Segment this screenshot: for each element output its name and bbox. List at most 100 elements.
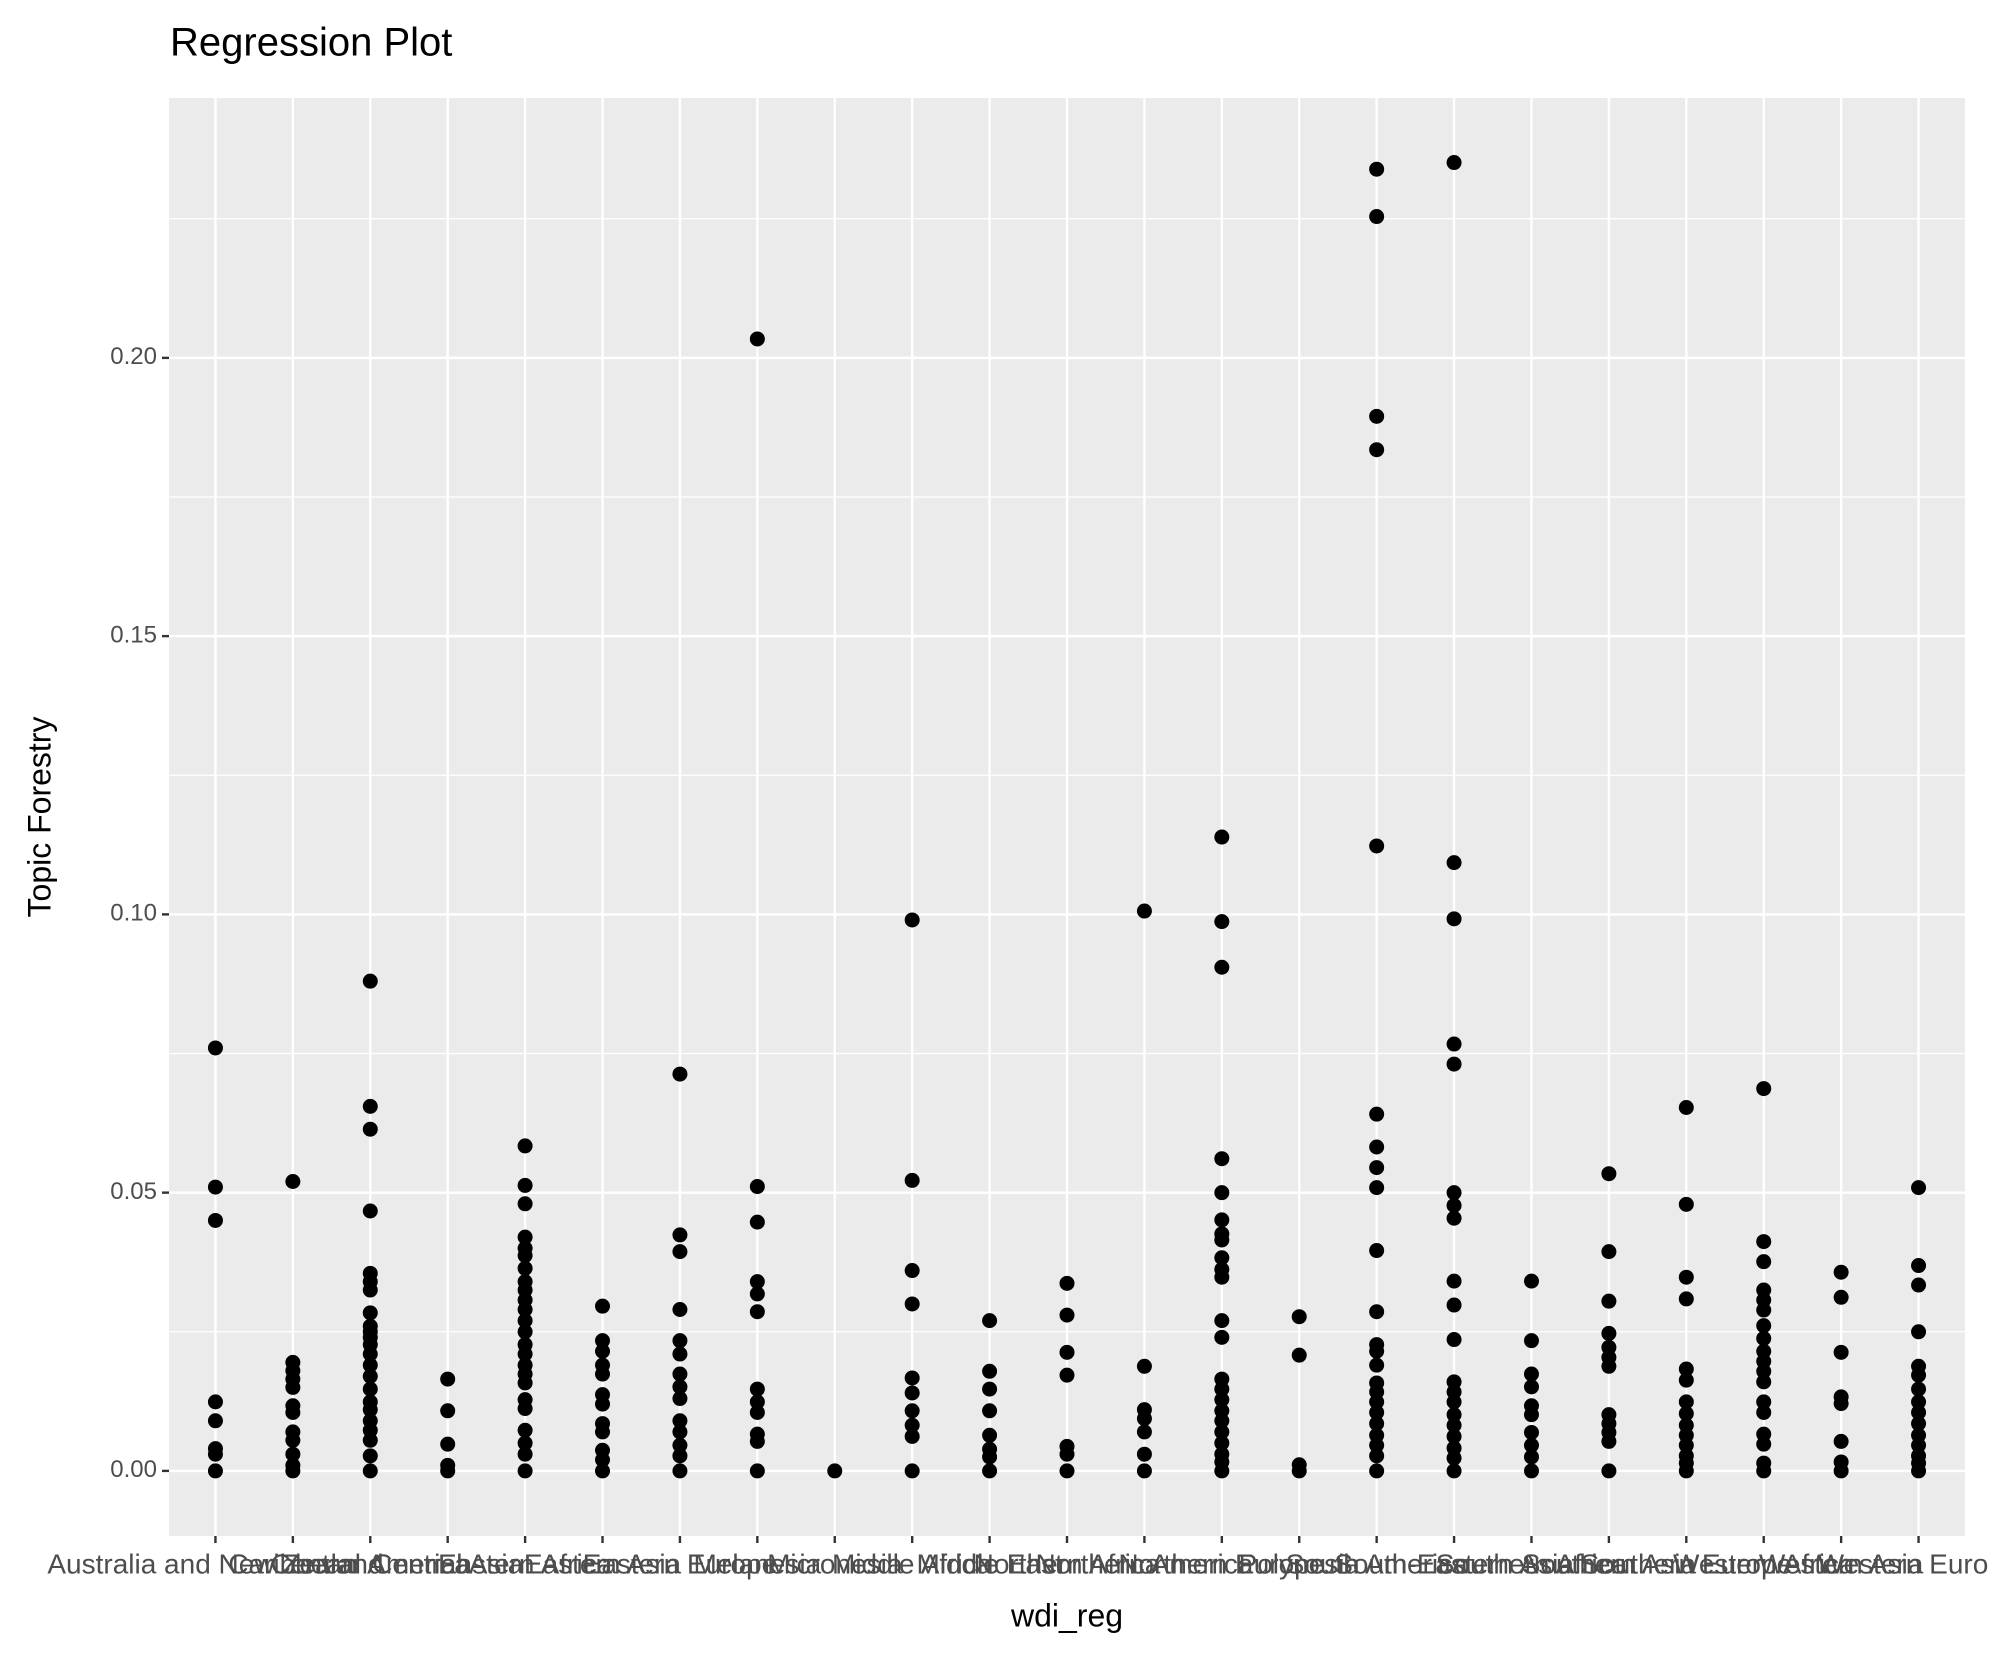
point [595, 1366, 611, 1382]
point [749, 1179, 765, 1195]
point [362, 1432, 378, 1448]
point [1136, 903, 1152, 919]
point [1678, 1372, 1694, 1388]
point [207, 1179, 223, 1195]
point [1756, 1234, 1772, 1250]
point [1446, 1394, 1462, 1410]
point [362, 1121, 378, 1137]
point [1369, 1304, 1385, 1320]
point [1059, 1344, 1075, 1360]
point [904, 1296, 920, 1312]
point [1833, 1264, 1849, 1280]
point [982, 1449, 998, 1465]
point [285, 1404, 301, 1420]
y-axis-title: Topic Forestry [21, 717, 57, 918]
point [672, 1066, 688, 1082]
point [440, 1463, 456, 1479]
point [1756, 1318, 1772, 1334]
point [1833, 1433, 1849, 1449]
point [749, 1381, 765, 1397]
point [1214, 1381, 1230, 1397]
point [1446, 1036, 1462, 1052]
point [1214, 959, 1230, 975]
point [1601, 1358, 1617, 1374]
point [517, 1375, 533, 1391]
point [517, 1248, 533, 1264]
point [1678, 1394, 1694, 1410]
point [1214, 1232, 1230, 1248]
x-tick-label: Western Africa [1673, 1548, 1855, 1579]
point [982, 1363, 998, 1379]
point [1446, 855, 1462, 871]
point [672, 1333, 688, 1349]
point [1678, 1196, 1694, 1212]
point [1214, 1392, 1230, 1408]
point [1291, 1309, 1307, 1325]
point [1446, 1273, 1462, 1289]
point [362, 1203, 378, 1219]
x-tick-label: Northern Africa [974, 1548, 1161, 1579]
point [440, 1371, 456, 1387]
point [1369, 838, 1385, 854]
point [1214, 1435, 1230, 1451]
point [1369, 1394, 1385, 1410]
point [517, 1463, 533, 1479]
point [1214, 1151, 1230, 1167]
point [749, 331, 765, 347]
point [517, 1229, 533, 1245]
y-tick-label: 0.15 [110, 621, 157, 648]
point [595, 1298, 611, 1314]
y-tick-label: 0.10 [110, 900, 157, 927]
point [904, 1428, 920, 1444]
point [1059, 1446, 1075, 1462]
point [1369, 1106, 1385, 1122]
point [672, 1244, 688, 1260]
point [1059, 1367, 1075, 1383]
point [982, 1427, 998, 1443]
point [362, 1282, 378, 1298]
point [672, 1448, 688, 1464]
x-tick-label: Caribbean [228, 1548, 357, 1579]
point [1369, 1357, 1385, 1373]
point [672, 1437, 688, 1453]
point [749, 1286, 765, 1302]
point [1446, 1197, 1462, 1213]
x-tick-label: Northern Europe [1118, 1548, 1325, 1579]
point [595, 1333, 611, 1349]
point [1678, 1269, 1694, 1285]
point [1446, 1407, 1462, 1423]
point [517, 1138, 533, 1154]
point [1291, 1463, 1307, 1479]
point [904, 1463, 920, 1479]
point [1756, 1363, 1772, 1379]
point [362, 1381, 378, 1397]
point [595, 1396, 611, 1412]
point [1446, 1428, 1462, 1444]
point [1369, 209, 1385, 225]
x-tick-label: Micronesia [767, 1548, 903, 1579]
point [672, 1227, 688, 1243]
x-tick-label: Australia and New Zealand [47, 1548, 383, 1579]
point [1523, 1366, 1539, 1382]
point [1833, 1344, 1849, 1360]
x-tick-label: Western Europe [1818, 1548, 1990, 1579]
x-tick-label: South America [1286, 1548, 1469, 1579]
point [1911, 1416, 1927, 1432]
x-tick-label: Central America [271, 1548, 471, 1579]
point [749, 1394, 765, 1410]
point [517, 1313, 533, 1329]
point [1369, 1448, 1385, 1464]
point [1756, 1436, 1772, 1452]
point [1911, 1180, 1927, 1196]
point [1214, 1424, 1230, 1440]
point [904, 1385, 920, 1401]
point [1678, 1361, 1694, 1377]
point [285, 1432, 301, 1448]
point [1369, 408, 1385, 424]
point [207, 1394, 223, 1410]
x-tick-label: Eastern Asia [524, 1548, 682, 1579]
point [1446, 1417, 1462, 1433]
point [1059, 1275, 1075, 1291]
point [1678, 1099, 1694, 1115]
point [1756, 1302, 1772, 1318]
